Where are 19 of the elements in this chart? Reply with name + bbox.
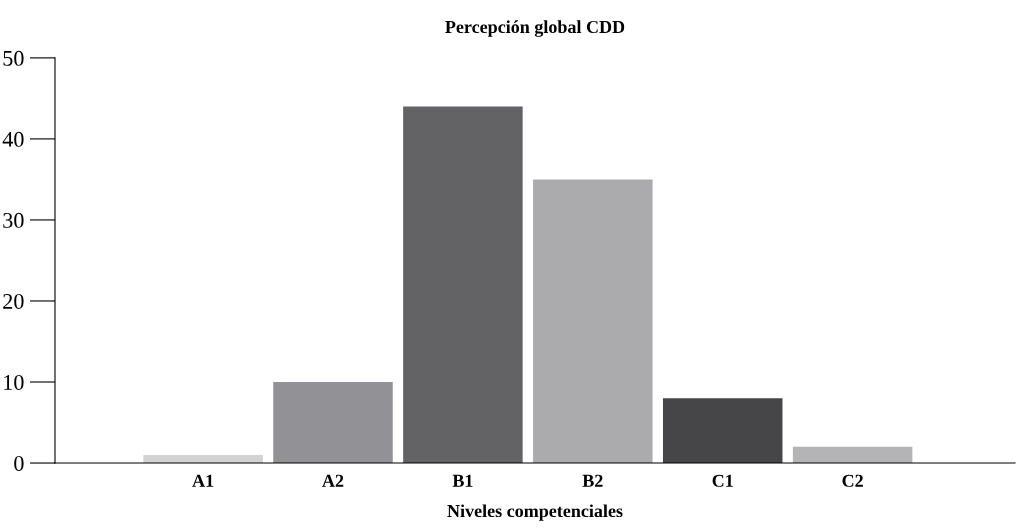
x-tick-label: C1 [712, 474, 733, 487]
x-tick-label: B2 [582, 474, 603, 487]
bar [273, 382, 393, 464]
x-tick-label: A2 [322, 474, 344, 487]
y-tick-label: 40 [2, 131, 24, 147]
bar [662, 398, 783, 464]
x-tick-label: C2 [842, 474, 863, 487]
y-tick-label: 50 [3, 50, 24, 66]
y-tick-label: 20 [3, 293, 24, 309]
x-tick-label: B1 [452, 474, 473, 487]
y-tick-label: 0 [14, 455, 24, 471]
y-tick-label: 30 [3, 212, 24, 228]
x-axis-title: Niveles competenciales [447, 504, 623, 521]
x-tick-label: A1 [192, 474, 214, 487]
bar [533, 179, 653, 464]
bar [792, 446, 913, 464]
y-tick-label: 10 [4, 374, 24, 390]
bar [403, 106, 523, 464]
chart-title: Percepción global CDD [445, 20, 625, 37]
